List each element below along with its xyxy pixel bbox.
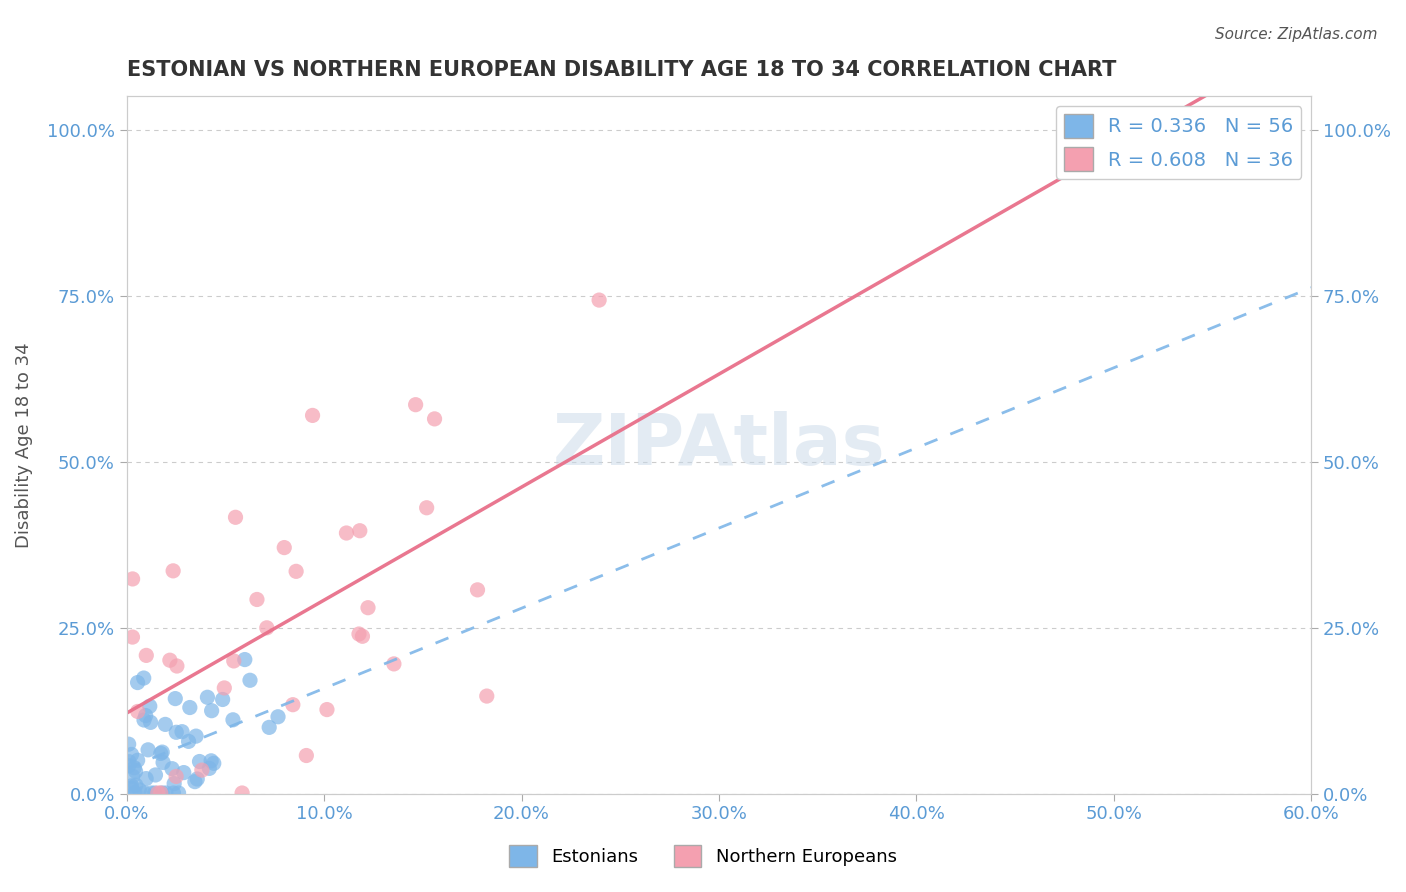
Point: [467, 582, 489, 597]
Point: [273, 541, 295, 555]
Point: [162, 786, 184, 800]
Point: [201, 704, 224, 718]
Point: [167, 786, 190, 800]
Point: [382, 657, 405, 671]
Point: [132, 713, 155, 727]
Point: [125, 778, 148, 792]
Point: [423, 412, 446, 426]
Point: [1142, 122, 1164, 136]
Point: [136, 743, 159, 757]
Point: [118, 737, 141, 751]
Point: [188, 755, 211, 769]
Point: [165, 725, 187, 739]
Point: [233, 652, 256, 666]
Point: [588, 293, 610, 307]
Point: [200, 754, 222, 768]
Point: [405, 398, 427, 412]
Point: [118, 755, 141, 769]
Point: [225, 510, 247, 524]
Point: [128, 782, 150, 797]
Point: [127, 675, 149, 690]
Point: [184, 774, 207, 789]
Point: [184, 729, 207, 743]
Point: [475, 689, 498, 703]
Point: [149, 747, 172, 761]
Point: [135, 772, 157, 786]
Point: [239, 673, 262, 688]
Point: [145, 768, 167, 782]
Point: [134, 786, 156, 800]
Point: [146, 786, 169, 800]
Point: [127, 753, 149, 767]
Point: [231, 786, 253, 800]
Point: [179, 700, 201, 714]
Point: [149, 786, 172, 800]
Point: [150, 786, 173, 800]
Text: ZIPAtlas: ZIPAtlas: [553, 410, 886, 480]
Point: [191, 763, 214, 777]
Legend: R = 0.336   N = 56, R = 0.608   N = 36: R = 0.336 N = 56, R = 0.608 N = 36: [1056, 106, 1302, 179]
Point: [121, 747, 143, 762]
Point: [186, 772, 208, 786]
Point: [135, 648, 157, 663]
Point: [122, 761, 145, 775]
Point: [257, 720, 280, 734]
Point: [120, 779, 142, 793]
Point: [127, 705, 149, 719]
Point: [163, 776, 186, 790]
Point: [222, 654, 245, 668]
Point: [211, 692, 233, 706]
Point: [141, 786, 163, 800]
Point: [150, 745, 173, 759]
Point: [281, 698, 304, 712]
Point: [155, 786, 177, 800]
Point: [165, 769, 187, 783]
Point: [267, 710, 290, 724]
Point: [198, 761, 221, 775]
Point: [166, 659, 188, 673]
Point: [132, 671, 155, 685]
Point: [120, 781, 142, 796]
Point: [177, 734, 200, 748]
Point: [121, 572, 143, 586]
Point: [152, 756, 174, 770]
Point: [295, 748, 318, 763]
Y-axis label: Disability Age 18 to 34: Disability Age 18 to 34: [15, 343, 32, 548]
Point: [173, 765, 195, 780]
Point: [335, 526, 357, 541]
Legend: Estonians, Northern Europeans: Estonians, Northern Europeans: [502, 838, 904, 874]
Point: [159, 653, 181, 667]
Point: [357, 600, 380, 615]
Point: [285, 565, 308, 579]
Point: [121, 630, 143, 644]
Point: [118, 758, 141, 772]
Point: [316, 702, 339, 716]
Text: ESTONIAN VS NORTHERN EUROPEAN DISABILITY AGE 18 TO 34 CORRELATION CHART: ESTONIAN VS NORTHERN EUROPEAN DISABILITY…: [127, 60, 1116, 79]
Point: [256, 621, 278, 635]
Point: [124, 764, 146, 779]
Point: [197, 690, 219, 705]
Point: [202, 756, 225, 771]
Point: [347, 627, 370, 641]
Point: [301, 409, 323, 423]
Point: [165, 691, 187, 706]
Point: [160, 762, 183, 776]
Point: [214, 681, 236, 695]
Point: [415, 500, 437, 515]
Point: [246, 592, 269, 607]
Point: [143, 786, 166, 800]
Point: [135, 708, 157, 723]
Point: [170, 724, 193, 739]
Point: [124, 786, 146, 800]
Point: [139, 715, 162, 730]
Point: [121, 769, 143, 783]
Point: [349, 524, 371, 538]
Text: Source: ZipAtlas.com: Source: ZipAtlas.com: [1215, 27, 1378, 42]
Point: [352, 629, 374, 643]
Point: [222, 713, 245, 727]
Point: [139, 699, 162, 714]
Point: [155, 717, 177, 731]
Point: [162, 564, 184, 578]
